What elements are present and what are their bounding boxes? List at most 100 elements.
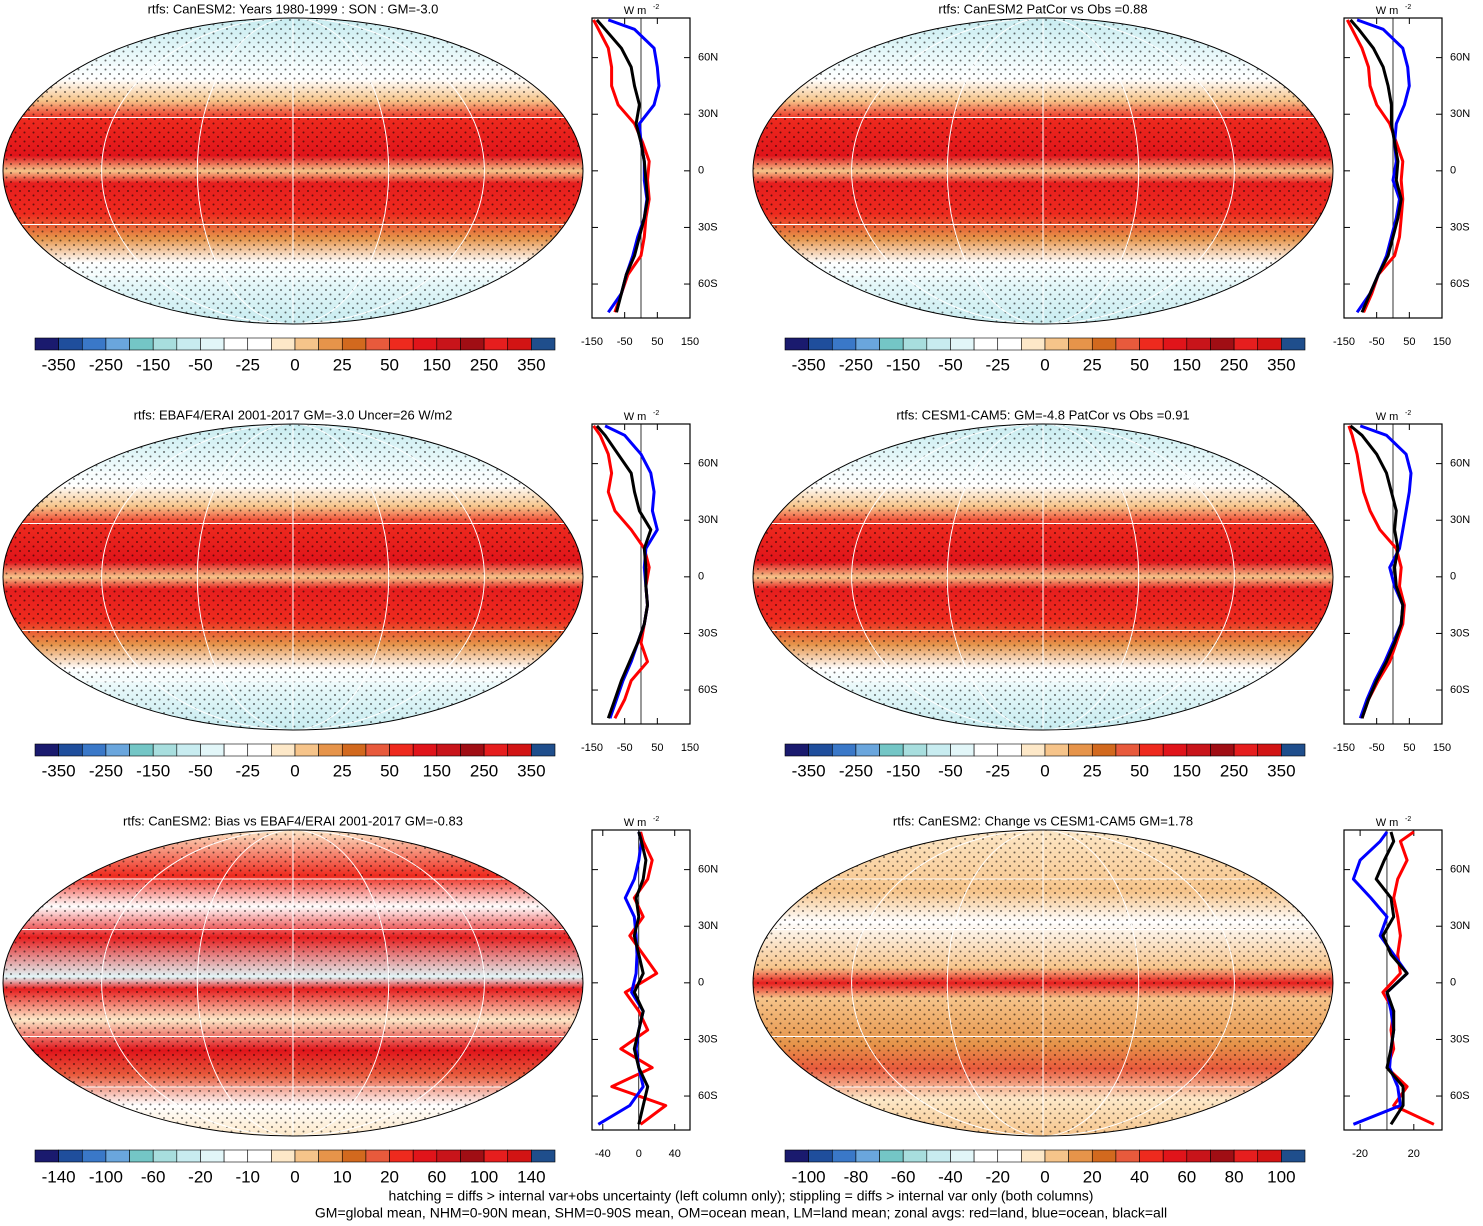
x-tick-label: 50 <box>651 742 663 754</box>
y-tick-label: 30N <box>1450 920 1470 932</box>
y-tick-label: 0 <box>1450 571 1456 583</box>
colorbar-label: -25 <box>235 761 260 780</box>
colorbar-label: -350 <box>792 761 826 780</box>
colorbar-box <box>926 1149 951 1163</box>
map-border <box>2 829 584 1137</box>
y-tick-label: 30S <box>698 221 718 233</box>
y-tick-label: 60S <box>1450 684 1470 696</box>
colorbar-label: -60 <box>141 1167 166 1186</box>
colorbar-box <box>926 743 951 757</box>
colorbar-box <box>1281 1149 1306 1163</box>
colorbar-box <box>105 337 130 351</box>
colorbar-box <box>365 743 390 757</box>
colorbar-box <box>294 1149 319 1163</box>
colorbar-label: 10 <box>333 1167 352 1186</box>
colorbar-box <box>1091 337 1117 351</box>
colorbar-box <box>1139 337 1164 351</box>
colorbar-box <box>176 1149 201 1163</box>
colorbar-box <box>784 337 809 351</box>
colorbar-box <box>973 1149 999 1163</box>
colorbar-label: 60 <box>1177 1167 1196 1186</box>
y-tick-label: 60S <box>698 1090 718 1102</box>
colorbar-box <box>1281 337 1306 351</box>
map-title: rtfs: CanESM2 PatCor vs Obs =0.88 <box>938 1 1147 16</box>
colorbar-box <box>1021 1149 1046 1163</box>
y-tick-label: 30N <box>698 514 718 526</box>
colorbar-label: -100 <box>792 1167 826 1186</box>
colorbar-label: 150 <box>423 355 451 374</box>
colorbar-label: -350 <box>42 355 76 374</box>
zonal-line <box>1374 831 1409 1126</box>
colorbar-label: -350 <box>792 355 826 374</box>
colorbar-box <box>507 1149 532 1163</box>
colorbar-box <box>105 743 130 757</box>
x-tick-label: -50 <box>1369 336 1385 348</box>
x-tick-label: 150 <box>1433 742 1451 754</box>
y-tick-label: 60S <box>698 684 718 696</box>
colorbar-box <box>247 1149 272 1163</box>
colorbar-label: -50 <box>188 355 213 374</box>
colorbar-label: 50 <box>380 761 399 780</box>
colorbar-label: 250 <box>1220 355 1248 374</box>
x-tick-label: 0 <box>636 1148 642 1160</box>
colorbar-label: -150 <box>886 761 920 780</box>
colorbar-box <box>973 337 999 351</box>
units-label: W m <box>1376 5 1399 17</box>
colorbar-box <box>412 1149 438 1163</box>
map-title: rtfs: EBAF4/ERAI 2001-2017 GM=-3.0 Uncer… <box>134 407 453 422</box>
colorbar-box <box>1068 337 1093 351</box>
colorbar-box <box>1233 337 1259 351</box>
colorbar-label: 0 <box>290 761 299 780</box>
colorbar-box <box>531 337 556 351</box>
zonal-line <box>1381 830 1435 1126</box>
colorbar-box <box>926 337 951 351</box>
x-tick-label: -50 <box>617 742 633 754</box>
colorbar-box <box>831 743 857 757</box>
x-tick-label: 50 <box>1403 742 1415 754</box>
colorbar-box <box>389 337 414 351</box>
colorbar-box <box>531 1149 556 1163</box>
colorbar-box <box>294 337 319 351</box>
colorbar-box <box>1210 337 1235 351</box>
y-tick-label: 30N <box>698 920 718 932</box>
colorbar-box <box>902 743 928 757</box>
zonal-line <box>595 424 653 719</box>
colorbar-box <box>436 337 461 351</box>
colorbar-box <box>1115 337 1140 351</box>
colorbar-box <box>389 743 414 757</box>
colorbar-label: 25 <box>1083 761 1102 780</box>
colorbar-box <box>34 743 59 757</box>
colorbar-box <box>973 743 999 757</box>
colorbar-label: 0 <box>290 1167 299 1186</box>
map-border <box>2 17 584 325</box>
colorbar-box <box>200 743 225 757</box>
colorbar-box <box>1091 743 1117 757</box>
plot-frame <box>1343 829 1443 1131</box>
colorbar-box <box>129 1149 154 1163</box>
y-tick-label: 30N <box>1450 108 1470 120</box>
colorbar-label: -20 <box>985 1167 1010 1186</box>
colorbar-box <box>483 743 509 757</box>
colorbar-label: 40 <box>1130 1167 1149 1186</box>
x-tick-label: 20 <box>1408 1148 1420 1160</box>
colorbar-box <box>294 743 319 757</box>
footer-note: GM=global mean, NHM=0-90N mean, SHM=0-90… <box>315 1205 1167 1221</box>
colorbar-box <box>855 337 880 351</box>
colorbar-box <box>997 337 1022 351</box>
colorbar-label: -250 <box>839 761 873 780</box>
colorbar-label: 25 <box>1083 355 1102 374</box>
colorbar-box <box>1257 337 1282 351</box>
colorbar-label: 350 <box>1267 355 1295 374</box>
map-title: rtfs: CanESM2: Years 1980-1999 : SON : G… <box>148 1 439 16</box>
colorbar-box <box>902 337 928 351</box>
colorbar-box <box>1139 1149 1164 1163</box>
colorbar-box <box>1257 1149 1282 1163</box>
colorbar-box <box>81 1149 107 1163</box>
colorbar-label: 0 <box>1040 355 1049 374</box>
colorbar-box <box>389 1149 414 1163</box>
y-tick-label: 60N <box>698 52 718 64</box>
y-tick-label: 0 <box>698 571 704 583</box>
colorbar-box <box>902 1149 928 1163</box>
colorbar-box <box>997 1149 1022 1163</box>
colorbar-label: -25 <box>235 355 260 374</box>
